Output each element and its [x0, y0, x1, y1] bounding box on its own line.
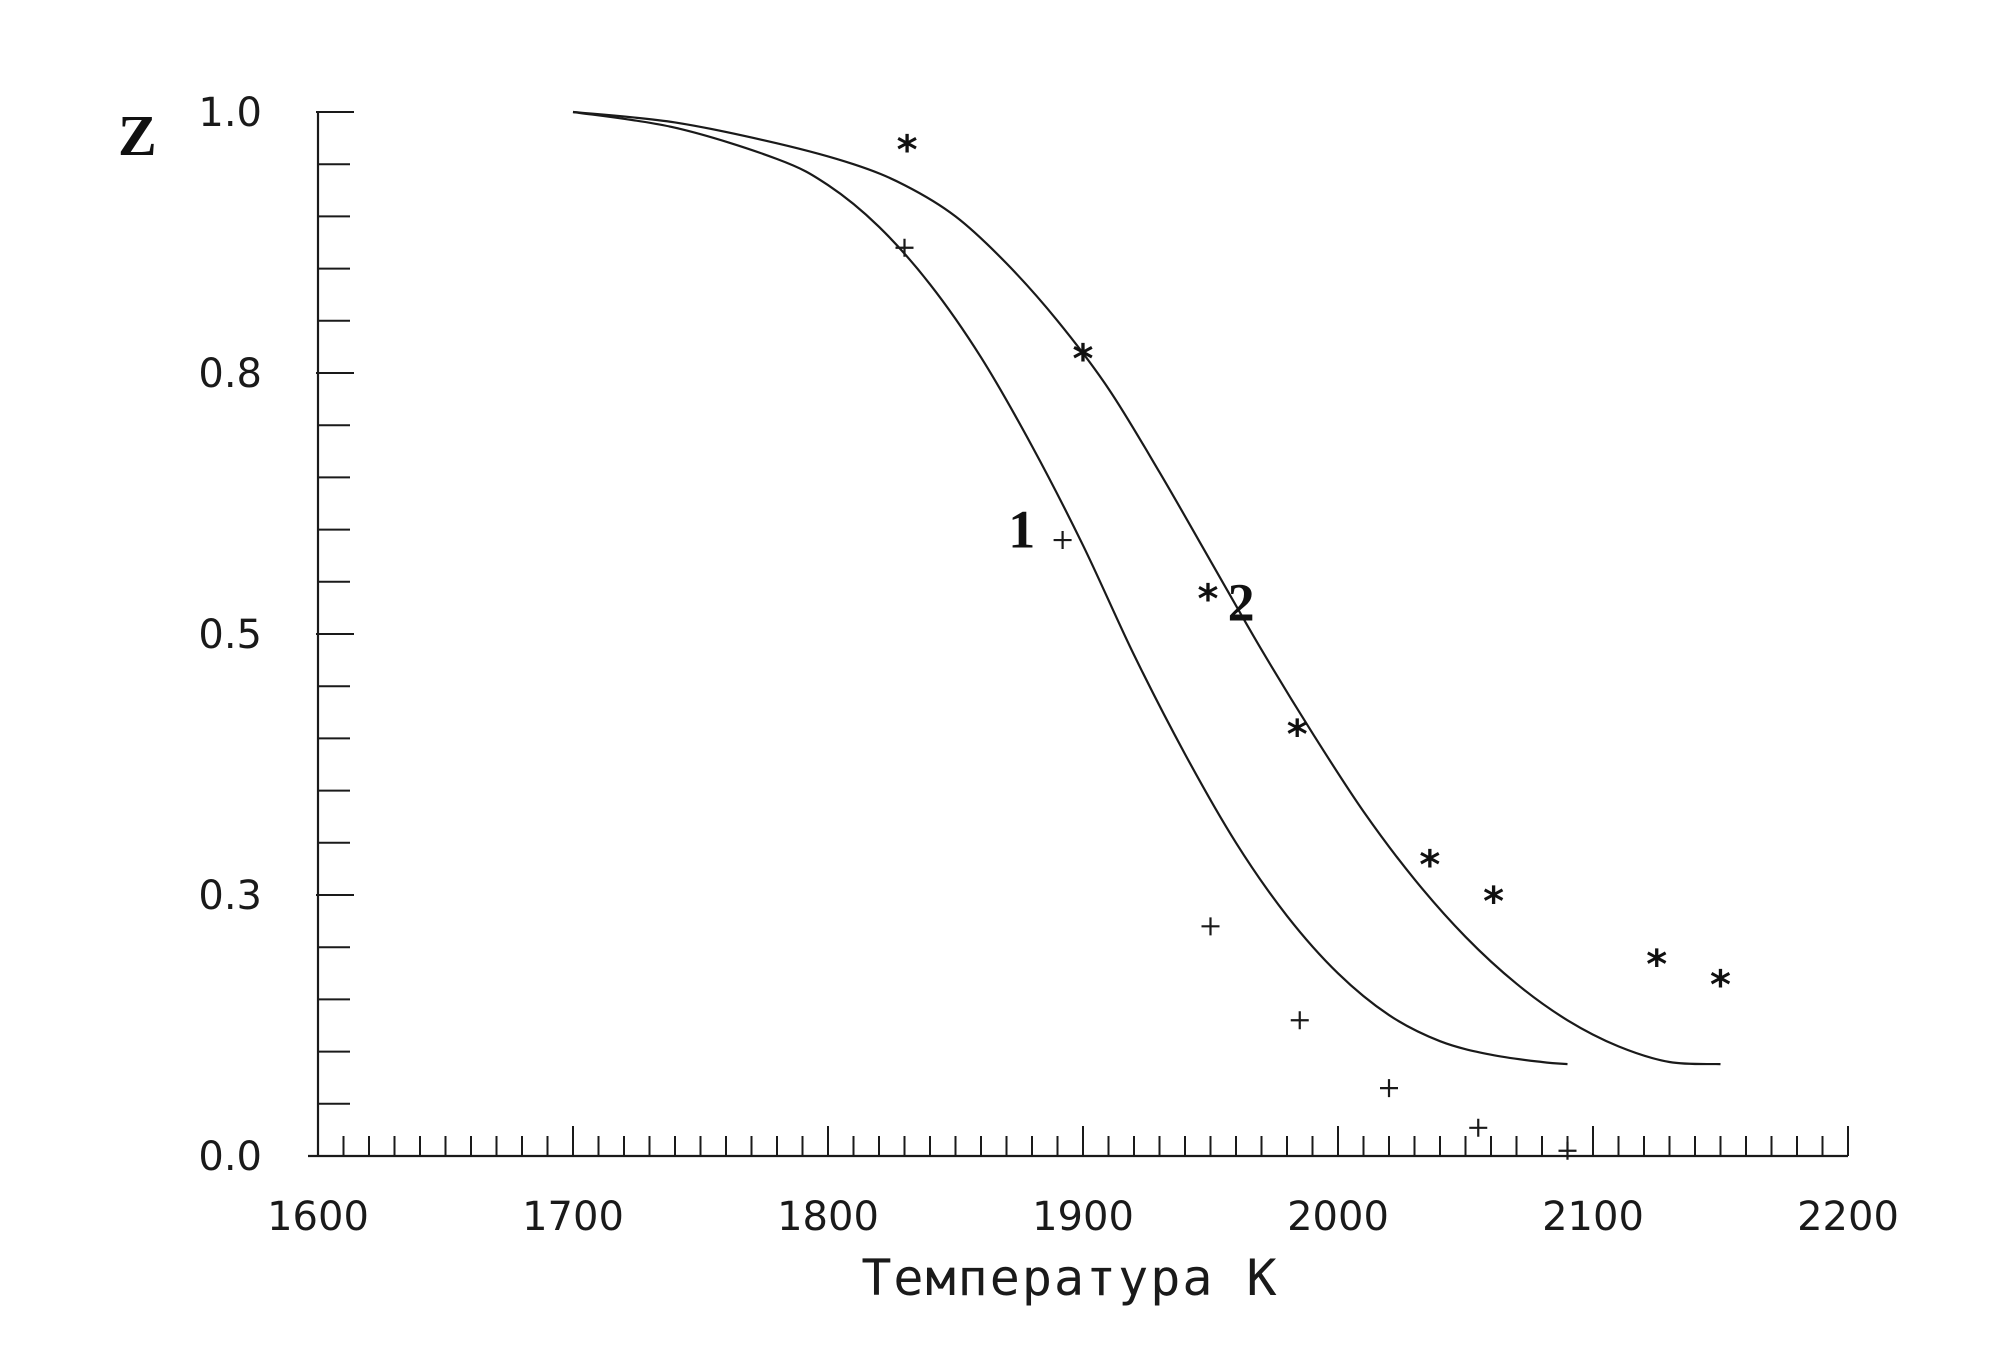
- y-tick-label: 0.0: [198, 1134, 262, 1180]
- curve-label: 2: [1228, 573, 1255, 633]
- x-tick-label: 2000: [1287, 1194, 1389, 1240]
- y-tick-label: 0.8: [198, 351, 262, 397]
- x-axis-title: Температура К: [861, 1249, 1278, 1307]
- data-point-star: *: [1197, 576, 1218, 622]
- curve-series-1: [572, 110, 1568, 1066]
- data-point-star: *: [897, 128, 918, 174]
- y-tick-label: 0.5: [198, 612, 262, 658]
- x-tick-label: 1600: [267, 1194, 369, 1240]
- x-minor-ticks: [317, 1126, 1849, 1156]
- x-tick-label: 1900: [1032, 1194, 1134, 1240]
- curve-series-2: [572, 110, 1721, 1066]
- data-point-plus: [895, 238, 914, 257]
- y-ticks: 0.0 0.3 0.5 0.8 1.0: [198, 90, 354, 1180]
- data-point-plus: [1201, 917, 1220, 936]
- data-point-plus: [1380, 1079, 1398, 1098]
- data-point-star: *: [1287, 712, 1308, 758]
- data-point-star: *: [1483, 879, 1504, 925]
- data-point-plus: [1053, 531, 1072, 550]
- data-point-plus: [1558, 1141, 1577, 1160]
- x-tick-label: 1800: [777, 1194, 879, 1240]
- data-point-star: *: [1073, 336, 1094, 382]
- markers: * * * * * * * *: [895, 128, 1731, 1160]
- y-tick-label: 1.0: [198, 90, 262, 136]
- data-point-plus: [1290, 1011, 1309, 1030]
- curves: [572, 110, 1721, 1066]
- x-tick-label: 1700: [522, 1194, 624, 1240]
- data-point-star: *: [1646, 942, 1667, 988]
- x-ticks: 1600 1700 1800 1900 2000 2100 2200: [267, 1194, 1899, 1240]
- data-point-star: *: [1710, 963, 1731, 1009]
- curve-label: 1: [1008, 500, 1035, 560]
- curve-labels: 12: [1008, 500, 1254, 633]
- plot-area: 0.0 0.3 0.5 0.8 1.0 1600 1700 1800 1900 2000 2100…: [198, 90, 1899, 1240]
- y-tick-label: 0.3: [198, 873, 262, 919]
- x-tick-label: 2200: [1797, 1194, 1899, 1240]
- data-point-star: *: [1419, 843, 1440, 889]
- y-axis-title: Z: [118, 103, 157, 168]
- data-point-plus: [1469, 1118, 1488, 1137]
- x-tick-label: 2100: [1542, 1194, 1644, 1240]
